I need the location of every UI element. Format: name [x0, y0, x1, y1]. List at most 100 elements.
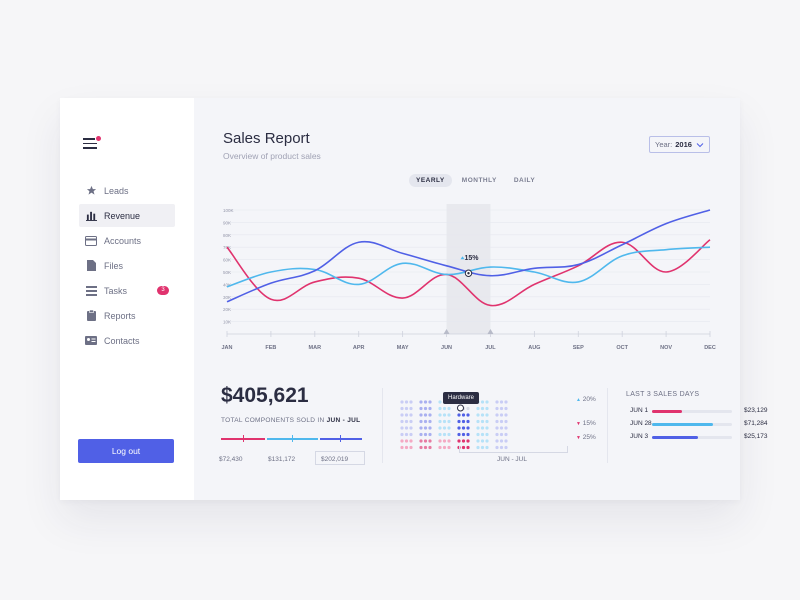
dot [504, 445, 508, 450]
dot [419, 400, 423, 404]
y-tick-label: 10K [223, 320, 231, 325]
dot [485, 432, 489, 437]
sidebar-item-tasks[interactable]: Tasks 3 [79, 279, 175, 302]
last3-value: $25,173 [744, 433, 768, 440]
dot [485, 419, 489, 424]
dot [438, 400, 442, 404]
last3-value: $23,129 [744, 407, 768, 414]
last3-date: JUN 3 [630, 433, 649, 440]
bar-chart-icon [85, 210, 97, 222]
sidebar-item-revenue[interactable]: Revenue [79, 204, 175, 227]
dot [447, 406, 451, 411]
divider [382, 388, 383, 463]
dot [485, 439, 489, 443]
dot [400, 445, 404, 450]
tab-yearly[interactable]: YEARLY [409, 174, 452, 187]
dot [400, 439, 404, 443]
dot [499, 406, 504, 411]
sidebar-item-accounts[interactable]: Accounts [79, 229, 175, 252]
dot [466, 426, 470, 430]
dot [400, 426, 404, 430]
dot [423, 413, 428, 417]
segment-value-3-outline [315, 451, 365, 465]
y-tick-label: 60K [223, 258, 231, 263]
dot [423, 432, 428, 437]
dot [428, 419, 432, 424]
dot [404, 445, 409, 450]
dot-matrix-bracket [459, 446, 568, 453]
dot [480, 419, 485, 424]
last3-row: JUN 1 $23,129 [626, 407, 776, 417]
dot [461, 439, 466, 443]
dot [461, 432, 466, 437]
year-select[interactable]: Year: 2016 [649, 136, 710, 153]
dot [504, 439, 508, 443]
logout-button[interactable]: Log out [78, 439, 174, 463]
dot [438, 439, 442, 443]
dot [409, 445, 413, 450]
dot [499, 413, 504, 417]
dot [404, 419, 409, 424]
dot [504, 413, 508, 417]
dot [476, 419, 480, 424]
sidebar-item-files[interactable]: Files [79, 254, 175, 277]
dot [504, 426, 508, 430]
dot [499, 426, 504, 430]
tab-daily[interactable]: DAILY [513, 177, 536, 184]
annotation-label: 15% [465, 255, 480, 262]
sidebar-item-label: Contacts [104, 335, 140, 346]
hardware-tooltip: Hardware [443, 392, 480, 404]
dot-pct-1: ▲ 20% [576, 396, 596, 403]
dot [485, 400, 489, 404]
sidebar-item-reports[interactable]: Reports [79, 304, 175, 327]
tab-monthly[interactable]: MONTHLY [461, 177, 497, 184]
dot [419, 406, 423, 411]
dot [409, 439, 413, 443]
dot [457, 432, 461, 437]
sidebar-item-contacts[interactable]: Contacts [79, 329, 175, 352]
dot [442, 426, 447, 430]
y-tick-label: 30K [223, 295, 231, 300]
page-subtitle: Overview of product sales [223, 151, 321, 161]
dot [480, 445, 485, 450]
last3-row: JUN 28 $71,284 [626, 420, 776, 430]
x-tick-label: FEB [265, 345, 276, 351]
sidebar-item-label: Leads [104, 185, 129, 196]
total-sales-value: $405,621 [221, 384, 309, 407]
dot [404, 413, 409, 417]
dot [442, 432, 447, 437]
dot [428, 400, 432, 404]
dot [457, 413, 461, 417]
x-tick-label: DEC [704, 345, 716, 351]
main-content: Sales Report Overview of product sales Y… [194, 98, 768, 500]
dot [504, 432, 508, 437]
sidebar-item-leads[interactable]: Leads [79, 179, 175, 202]
dot [428, 445, 432, 450]
dot [438, 432, 442, 437]
dot [409, 419, 413, 424]
dot [442, 413, 447, 417]
page-title: Sales Report [223, 130, 310, 147]
dot-selected-marker[interactable] [457, 404, 464, 412]
dot [457, 419, 461, 424]
y-tick-label: 100K [223, 208, 234, 213]
dot [404, 400, 409, 404]
dot [476, 432, 480, 437]
dot [466, 445, 470, 450]
menu-icon[interactable] [83, 136, 101, 150]
dot [480, 413, 485, 417]
segment-bar-3 [320, 438, 362, 440]
dot [409, 432, 413, 437]
dot [400, 413, 404, 417]
dot [419, 413, 423, 417]
chevron-down-icon [696, 141, 704, 150]
dot [400, 419, 404, 424]
dot [480, 439, 485, 443]
dot [499, 432, 504, 437]
dot [419, 432, 423, 437]
sidebar-item-label: Revenue [104, 210, 141, 221]
dot [457, 426, 461, 430]
dot [447, 432, 451, 437]
segment-value-2: $131,172 [268, 456, 296, 463]
x-tick-label: AUG [528, 345, 540, 351]
